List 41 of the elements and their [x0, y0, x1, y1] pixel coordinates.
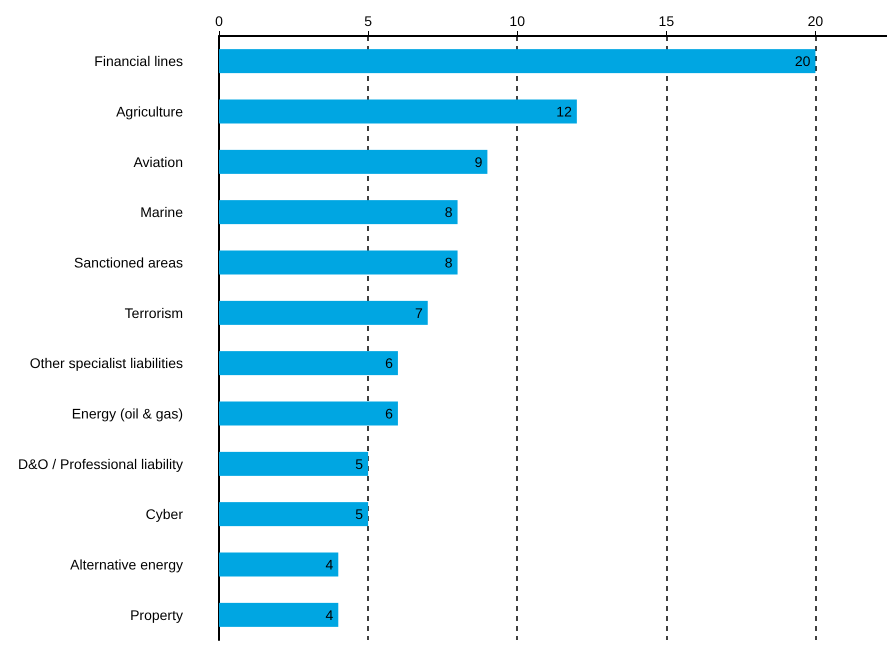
x-tick-label: 20	[808, 13, 824, 29]
data-label: 8	[444, 254, 453, 270]
bar	[219, 552, 338, 576]
y-tick-label: Other specialist liabilities	[30, 355, 183, 372]
data-label: 7	[414, 304, 423, 321]
data-label: 4	[325, 606, 334, 623]
data-label: 20	[794, 53, 811, 70]
y-tick-label: Cyber	[146, 506, 184, 522]
bar	[219, 100, 577, 124]
bar	[219, 452, 368, 476]
data-label: 9	[474, 154, 483, 170]
y-tick-label: Financial lines	[94, 53, 183, 70]
data-label: 4	[325, 556, 334, 572]
bar	[219, 402, 398, 426]
bar	[219, 200, 458, 224]
y-tick-label: D&O / Professional liability	[18, 456, 183, 472]
bar	[219, 150, 488, 174]
x-tick-label: 0	[215, 13, 224, 29]
y-tick-label: Energy (oil & gas)	[72, 406, 183, 422]
data-label: 5	[355, 456, 364, 472]
bar	[219, 49, 816, 74]
bar	[219, 602, 338, 627]
bar	[219, 250, 458, 274]
data-label: 12	[556, 104, 572, 120]
data-label: 6	[385, 406, 394, 422]
data-label: 6	[385, 355, 394, 372]
y-tick-label: Marine	[140, 204, 184, 220]
y-tick-label: Alternative energy	[70, 556, 183, 572]
bar	[219, 351, 398, 376]
bar	[219, 502, 368, 526]
x-tick-label: 10	[509, 13, 526, 29]
y-tick-label: Sanctioned areas	[74, 254, 183, 270]
y-tick-label: Terrorism	[124, 304, 183, 321]
y-tick-label: Property	[130, 606, 183, 623]
y-tick-label: Agriculture	[116, 104, 184, 120]
y-tick-label: Aviation	[133, 154, 183, 170]
x-tick-label: 15	[658, 13, 674, 29]
data-label: 8	[444, 204, 453, 220]
bar	[219, 300, 428, 325]
x-tick-label: 5	[364, 13, 372, 29]
data-label: 5	[355, 506, 364, 522]
